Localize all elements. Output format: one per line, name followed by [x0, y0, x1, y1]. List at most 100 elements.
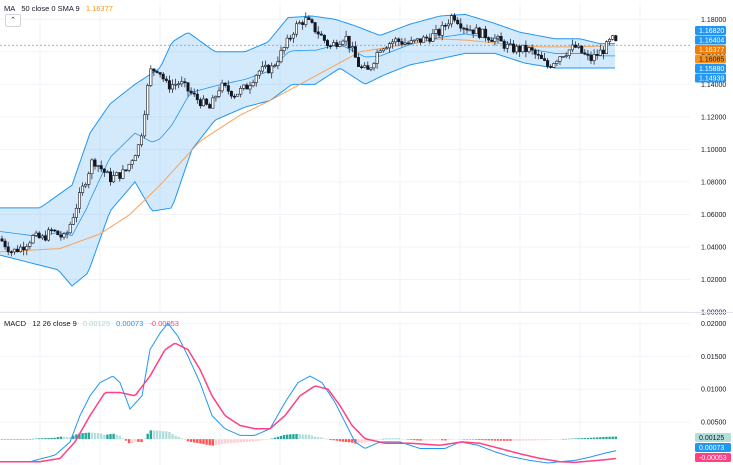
candle-body: [322, 34, 326, 41]
candle-body: [397, 38, 401, 42]
macd-histogram-bar: [382, 438, 385, 440]
macd-histogram-bar: [534, 439, 537, 441]
candle-body: [19, 246, 23, 253]
macd-histogram-bar: [100, 433, 103, 440]
candle-body: [381, 48, 385, 52]
candle-body: [428, 37, 432, 42]
candle-body: [158, 72, 162, 75]
candle-body: [338, 43, 342, 47]
macd-axis[interactable]: 0.02000 0.01500 0.01000 0.00500: [701, 321, 726, 427]
macd-histogram-bar: [428, 439, 431, 441]
candle-body: [384, 47, 388, 50]
macd-histogram-bar: [103, 434, 106, 440]
macd-badge-label: -0.00053: [699, 455, 727, 462]
candle-body: [319, 33, 323, 36]
candle-body: [127, 163, 131, 171]
candle-body: [171, 84, 175, 90]
candle-body: [341, 40, 345, 45]
candle-body: [552, 63, 556, 68]
macd-badge-label: 0.00073: [699, 445, 724, 452]
macd-histogram-bar: [422, 439, 425, 441]
candle-body: [369, 67, 373, 70]
candle-body: [434, 29, 438, 34]
macd-histogram-bar: [16, 439, 19, 440]
macd-histogram-bar: [13, 439, 16, 440]
candle-body: [471, 29, 475, 35]
macd-histogram-bar: [394, 438, 397, 440]
macd-histogram-bar: [186, 439, 190, 442]
macd-histogram-bar: [441, 439, 444, 441]
macd-histogram-bar: [335, 439, 338, 441]
candle-body: [446, 23, 450, 27]
candle-body: [298, 22, 302, 25]
candle-body: [28, 242, 32, 247]
candle-body: [604, 41, 608, 54]
candle-body: [115, 172, 119, 176]
candle-body: [353, 46, 357, 58]
candle-body: [484, 28, 488, 39]
macd-histogram-bar: [490, 439, 493, 441]
candle-body: [329, 45, 333, 48]
candle-body: [273, 65, 277, 67]
candle-body: [549, 66, 553, 68]
candle-body: [245, 84, 249, 90]
macd-histogram-bar: [611, 436, 614, 440]
candle-body: [22, 246, 26, 251]
candle-body: [211, 97, 215, 109]
macd-histogram-bar: [543, 439, 546, 441]
candle-body: [391, 41, 395, 44]
candle-body: [586, 53, 590, 56]
macd-histogram-bar: [78, 433, 81, 440]
candle-body: [366, 65, 370, 70]
macd-histogram-bar: [558, 439, 562, 440]
price-badge-label: 1.16404: [699, 37, 724, 44]
macd-histogram-bar: [208, 439, 211, 446]
macd-histogram-bar: [230, 439, 233, 444]
candle-body: [236, 93, 240, 97]
candle-body: [192, 92, 196, 95]
macd-histogram-bar: [19, 439, 22, 440]
macd-histogram-bar: [158, 430, 162, 440]
candle-body: [205, 98, 209, 105]
candle-body: [25, 246, 29, 251]
candle-body: [130, 160, 134, 165]
macd-histogram-bar: [202, 439, 205, 445]
macd-histogram-bar: [106, 434, 109, 440]
macd-histogram-bar: [251, 439, 255, 442]
candle-body: [254, 74, 258, 83]
candle-body: [59, 234, 63, 238]
price-tick-label: 1.10000: [701, 147, 726, 154]
macd-histogram-bar: [134, 439, 137, 442]
candle-body: [65, 232, 69, 235]
price-legend[interactable]: MA 50 close 0 SMA 9 1.16377: [4, 4, 117, 13]
candle-body: [34, 232, 38, 236]
macd-histogram-bar: [183, 439, 187, 440]
candlestick-series[interactable]: [0, 12, 618, 257]
macd-histogram-bar: [96, 433, 100, 440]
candle-body: [477, 27, 481, 38]
macd-histogram-bar: [524, 439, 528, 441]
macd-histogram-bar: [462, 439, 466, 440]
macd-histogram-bar: [211, 439, 214, 446]
candle-body: [332, 42, 336, 47]
macd-histogram-bar: [496, 439, 500, 441]
candle-body: [267, 64, 271, 74]
macd-histogram-bar: [475, 439, 478, 440]
macd-histogram: [0, 430, 617, 446]
macd-histogram-bar: [189, 439, 193, 442]
macd-histogram-bar: [506, 439, 509, 441]
macd-histogram-bar: [31, 438, 35, 440]
macd-histogram-bar: [348, 439, 351, 443]
macd-histogram-bar: [286, 434, 289, 440]
candle-body: [577, 45, 581, 48]
candle-body: [37, 232, 41, 239]
candle-body: [78, 192, 82, 209]
candle-body: [248, 85, 252, 90]
candle-body: [217, 90, 221, 97]
macd-legend[interactable]: MACD 12 26 close 9 0.00125 0.00073 -0.00…: [4, 319, 183, 328]
macd-histogram-bar: [310, 435, 314, 440]
candle-body: [291, 33, 295, 39]
collapse-legend-button[interactable]: ⌃: [5, 14, 21, 27]
macd-histogram-bar: [555, 439, 559, 440]
